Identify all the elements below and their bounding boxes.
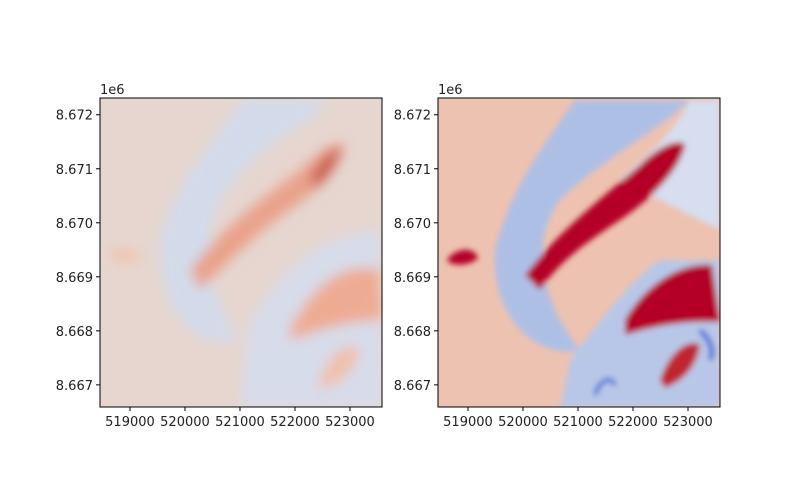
x-tick-label: 523000	[325, 415, 375, 430]
y-tick-label: 8.667	[56, 379, 93, 394]
y-tick-label: 8.671	[56, 163, 93, 178]
x-tick-label: 522000	[270, 415, 320, 430]
y-tick-label: 8.667	[394, 379, 431, 394]
y-tick-label: 8.669	[56, 271, 93, 286]
raster-image	[100, 98, 382, 407]
y-tick-label: 8.669	[394, 271, 431, 286]
x-tick-label: 519000	[105, 415, 155, 430]
axes-frame	[437, 97, 721, 408]
y-tick-label: 8.672	[394, 109, 431, 124]
offset-label: 1e6	[100, 83, 125, 98]
x-tick-label: 523000	[663, 415, 713, 430]
x-tick-label: 520000	[498, 415, 548, 430]
y-tick-label: 8.672	[56, 109, 93, 124]
y-tick-label: 8.668	[394, 325, 431, 340]
raster-image	[438, 98, 720, 407]
y-tick-label: 8.670	[394, 217, 431, 232]
x-tick-label: 519000	[443, 415, 493, 430]
y-tick-label: 8.671	[394, 163, 431, 178]
axes-frame	[99, 97, 383, 408]
y-tick-label: 8.670	[56, 217, 93, 232]
offset-label: 1e6	[438, 83, 463, 98]
y-tick-label: 8.668	[56, 325, 93, 340]
x-tick-label: 520000	[160, 415, 210, 430]
x-tick-label: 522000	[608, 415, 658, 430]
x-tick-label: 521000	[215, 415, 265, 430]
x-tick-label: 521000	[553, 415, 603, 430]
